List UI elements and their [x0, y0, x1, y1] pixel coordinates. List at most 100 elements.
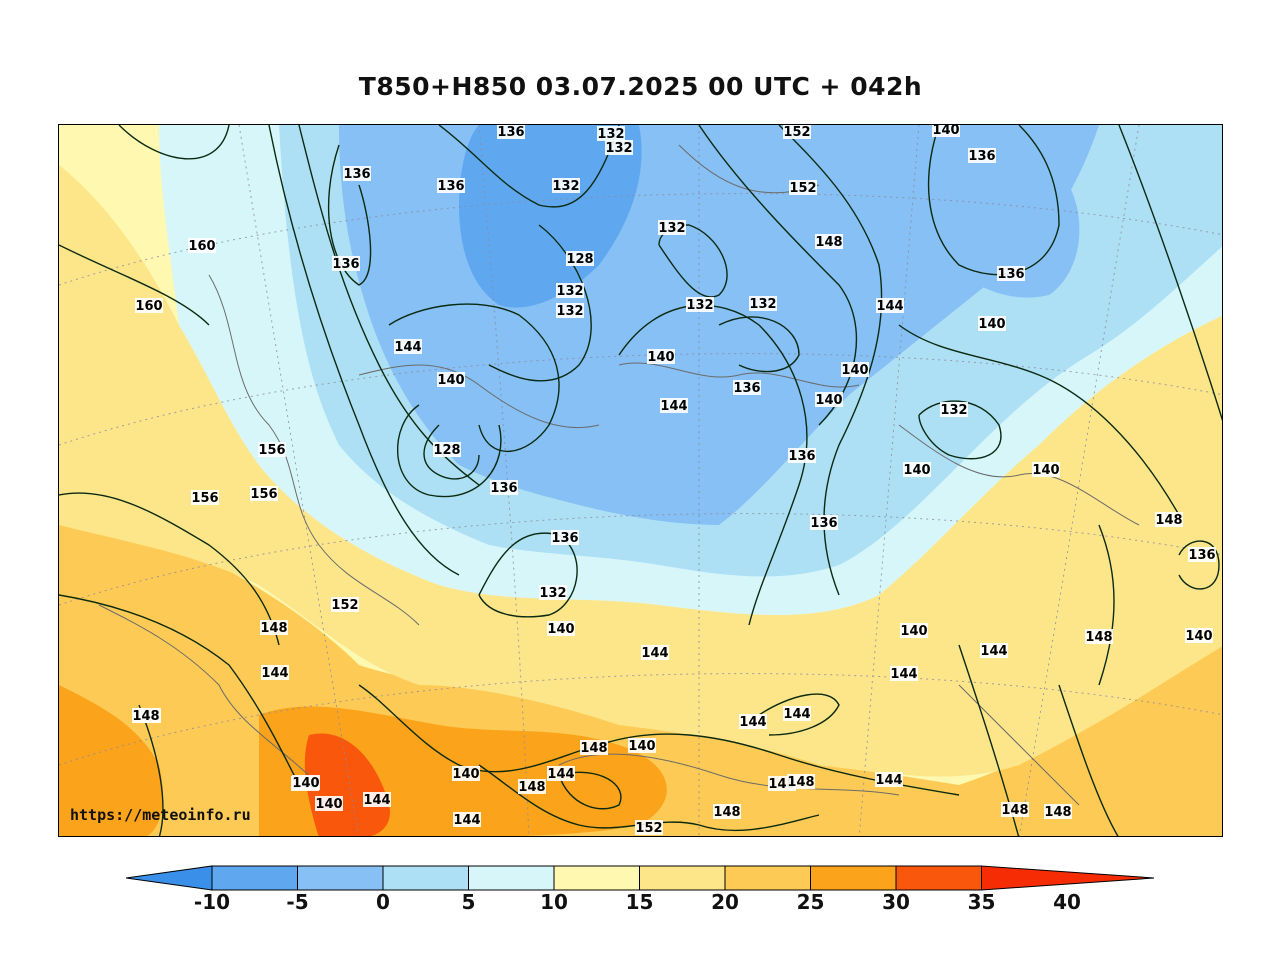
contour-label: 132: [749, 296, 777, 312]
contour-label-bg: [749, 296, 777, 311]
contour-label-text: 144: [547, 767, 574, 782]
contour-label-text: 132: [658, 221, 685, 236]
contour-label-bg: [547, 621, 575, 636]
contour-label-bg: [713, 804, 741, 819]
contour-label-text: 160: [135, 299, 162, 314]
contour-label-text: 140: [647, 350, 674, 365]
contour-label: 144: [641, 645, 669, 661]
contour-label-text: 144: [875, 773, 902, 788]
contour-label-text: 136: [490, 481, 517, 496]
contour-label-bg: [518, 779, 546, 794]
temperature-colorbar: [126, 865, 1155, 891]
contour-label-text: 144: [453, 813, 480, 828]
contour-label-text: 156: [250, 487, 277, 502]
contour-label-text: 140: [292, 776, 319, 791]
contour-label-text: 128: [566, 252, 593, 267]
contour-label-bg: [903, 462, 931, 477]
contour-label: 132: [552, 178, 580, 194]
contour-label: 148: [787, 774, 815, 790]
colorbar-tick-label: 25: [796, 890, 825, 914]
contour-label-text: 156: [191, 491, 218, 506]
weather-map[interactable]: 136 132 132 152 140 136 132 136 136 160 128 132 136 1…: [58, 124, 1223, 837]
contour-label-bg: [539, 585, 567, 600]
contour-label-text: 136: [1188, 548, 1215, 563]
contour-label-bg: [580, 740, 608, 755]
contour-label-bg: [968, 148, 996, 163]
contour-label-bg: [815, 234, 843, 249]
contour-label-bg: [292, 775, 320, 790]
contour-label: 140: [292, 775, 320, 791]
contour-label-bg: [635, 820, 663, 835]
contour-label: 144: [890, 666, 918, 682]
contour-label-text: 144: [890, 667, 917, 682]
contour-label-bg: [343, 166, 371, 181]
contour-label: 144: [363, 792, 391, 808]
contour-label: 148: [1085, 629, 1113, 645]
colorbar-tick-label: 20: [711, 890, 739, 914]
contour-label-text: 136: [497, 125, 524, 140]
contour-label: 136: [551, 530, 579, 546]
contour-label-bg: [363, 792, 391, 807]
contour-label-bg: [191, 490, 219, 505]
contour-label-text: 136: [343, 167, 370, 182]
contour-label: 140: [1185, 628, 1213, 644]
contour-label: 144: [875, 772, 903, 788]
contour-label: 140: [547, 621, 575, 637]
contour-label-bg: [1085, 629, 1113, 644]
contour-label: 136: [810, 515, 838, 531]
contour-label-text: 132: [539, 586, 566, 601]
contour-label-bg: [315, 796, 343, 811]
contour-label-text: 144: [261, 666, 288, 681]
contour-label-bg: [437, 372, 465, 387]
contour-label: 148: [518, 779, 546, 795]
contour-label-text: 152: [789, 181, 816, 196]
contour-label-text: 132: [556, 284, 583, 299]
contour-label: 148: [260, 620, 288, 636]
warm-region-20: [59, 165, 1222, 777]
colorbar-arrow-high: [981, 865, 1155, 891]
contour-label-bg: [188, 238, 216, 253]
colorbar-tick-label: -10: [193, 890, 231, 914]
contour-label-text: 128: [433, 443, 460, 458]
contour-label-bg: [660, 398, 688, 413]
contour-label: 132: [940, 402, 968, 418]
contour-label-bg: [258, 442, 286, 457]
contour-label: 152: [635, 820, 663, 836]
contour-label-text: 144: [660, 399, 687, 414]
contour-label-text: 132: [556, 304, 583, 319]
contour-label-bg: [789, 180, 817, 195]
contour-label-text: 148: [713, 805, 740, 820]
contour-label-text: 140: [547, 622, 574, 637]
contour-label: 144: [980, 643, 1008, 659]
contour-label: 148: [1044, 804, 1072, 820]
contour-label-bg: [250, 486, 278, 501]
contour-label: 136: [490, 480, 518, 496]
map-title: T850+H850 03.07.2025 00 UTC + 042h: [358, 72, 923, 101]
colorbar-segment: [639, 865, 726, 891]
contour-label: 140: [315, 796, 343, 812]
contour-label-text: 136: [788, 449, 815, 464]
contour-label: 140: [978, 316, 1006, 332]
contour-label: 136: [343, 166, 371, 182]
contour-label-bg: [556, 283, 584, 298]
contour-label-text: 148: [1085, 630, 1112, 645]
contour-label: 148: [132, 708, 160, 724]
contour-label-text: 148: [787, 775, 814, 790]
contour-label-bg: [497, 125, 525, 139]
contour-label: 144: [783, 706, 811, 722]
contour-label-text: 136: [551, 531, 578, 546]
contour-label-bg: [783, 125, 811, 139]
contour-label: 156: [250, 486, 278, 502]
contour-label-bg: [437, 178, 465, 193]
contour-label-bg: [940, 402, 968, 417]
contour-label-bg: [739, 714, 767, 729]
contour-label: 148: [713, 804, 741, 820]
cold-region-5-east: [918, 141, 1080, 298]
contour-label-bg: [453, 812, 481, 827]
contour-label-text: 152: [783, 125, 810, 140]
contour-label-bg: [647, 349, 675, 364]
contour-label-bg: [331, 597, 359, 612]
contour-label: 136: [437, 178, 465, 194]
contour-label: 144: [547, 766, 575, 782]
contour-label-text: 144: [783, 707, 810, 722]
